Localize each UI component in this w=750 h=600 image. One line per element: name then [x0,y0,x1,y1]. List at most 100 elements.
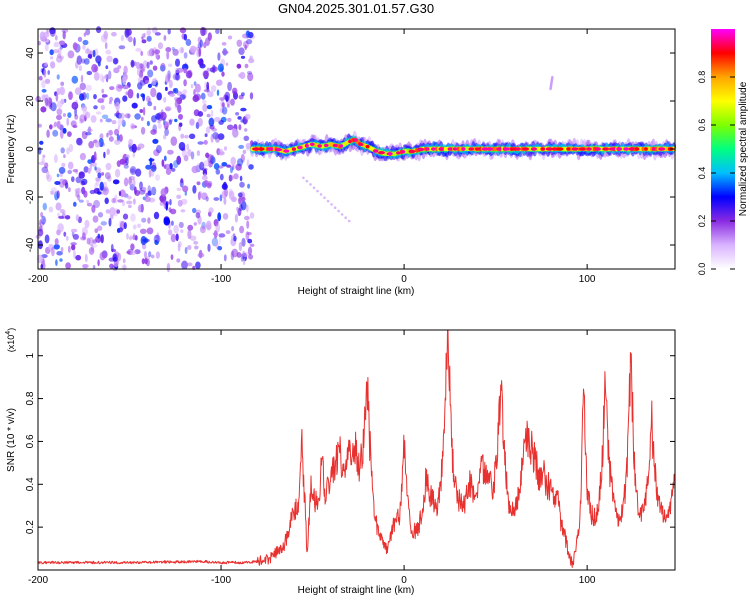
noise-blob [165,47,172,53]
noise-blob [186,143,190,151]
noise-blob [249,212,255,219]
noise-blob [157,119,161,124]
noise-blob [108,129,113,136]
noise-blob [199,58,204,67]
noise-blob [190,84,194,89]
noise-blob [246,204,249,213]
noise-blob [128,138,134,146]
snr-line [37,329,675,568]
noise-blob [146,227,154,235]
noise-blob [163,35,167,41]
noise-blob [117,65,122,69]
noise-blob [117,125,121,130]
streak-dot [309,183,312,186]
ridge-peak [651,147,656,151]
noise-blob [78,171,85,179]
noise-blob [77,36,83,43]
ridge-peak [487,147,493,151]
noise-blob [219,194,223,202]
noise-blob [61,162,66,168]
x-tick-label: -100 [211,274,231,285]
x-tick-label: 100 [579,274,596,285]
noise-blob [79,82,87,91]
noise-blob [183,52,188,59]
ridge-peak [571,147,579,151]
ridge-peak [332,143,338,148]
noise-blob [108,217,112,227]
ridge-peak [602,147,609,151]
noise-blob [95,167,102,174]
noise-blob [50,187,58,196]
noise-blob [176,155,182,165]
noise-blob [240,119,244,123]
ridge-peak [579,147,586,151]
noise-blob [141,217,147,223]
ridge-peak [372,149,379,153]
noise-blob [182,89,188,94]
noise-blob [139,228,147,234]
noise-blob [227,35,233,40]
noise-blob [118,227,124,233]
noise-blob [93,65,99,73]
noise-blob [122,95,128,102]
noise-blob [152,138,159,144]
noise-blob [142,75,150,85]
noise-blob [177,199,183,207]
noise-blob [231,248,239,258]
noise-blob [196,181,201,186]
noise-blob [117,85,124,89]
ridge-peak [540,147,546,151]
streak-dot [302,176,305,180]
noise-blob [232,87,238,95]
noise-blob [224,91,230,101]
streak-dot [312,186,316,190]
snr-multiplier-exp: 4 [5,331,12,335]
noise-blob [197,117,203,127]
noise-blob [75,214,79,222]
noise-blob [218,148,224,156]
noise-blob [175,58,180,67]
noise-blob [125,154,130,159]
noise-blob [138,189,146,195]
noise-blob [189,118,195,126]
noise-blob [163,163,171,170]
noise-blob [130,250,137,255]
noise-blob [240,107,247,112]
noise-blob [137,76,145,84]
noise-blob [152,65,158,71]
noise-blob [238,124,242,131]
noise-blob [146,61,150,69]
noise-blob [155,234,159,239]
noise-blob [81,58,86,64]
colorbar: 0.0 0.2 0.4 0.6 0.8 Normalized spectral ampl… [697,29,749,275]
noise-blob [99,133,104,140]
noise-blob [118,112,126,120]
noise-blob [150,129,157,135]
noise-blob [206,105,213,110]
noise-blob [238,241,243,252]
noise-blob [180,209,186,213]
noise-blob [97,61,101,67]
noise-blob [85,28,91,36]
noise-blob [97,191,102,195]
noise-blob [38,146,42,155]
noise-blob [144,196,151,203]
noise-blob [193,222,197,226]
noise-blob [49,124,53,130]
noise-blob [210,85,217,93]
noise-blob [140,67,145,73]
noise-blob [67,112,72,118]
noise-blob [249,92,254,100]
noise-blob [37,123,42,128]
noise-blob [246,70,253,75]
noise-blob [68,187,71,193]
noise-blob [123,65,128,75]
noise-blob [137,81,143,90]
noise-blob [165,201,169,211]
noise-blob [94,141,101,148]
noise-blob [106,55,113,63]
noise-blob [80,74,84,83]
noise-blob [59,55,64,60]
noise-blob [134,113,141,120]
ridge-peak [317,144,322,148]
